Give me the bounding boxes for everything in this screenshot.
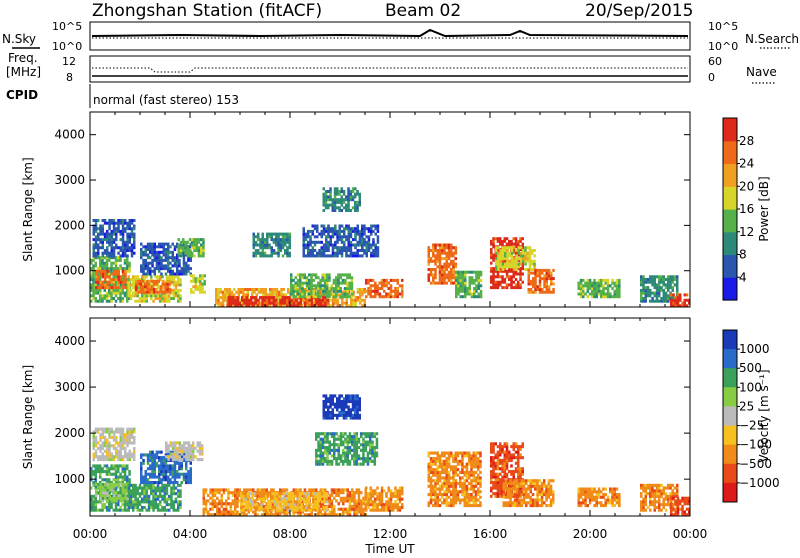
y-tick-label: 1000 — [54, 472, 85, 486]
data-region — [290, 273, 353, 298]
colorbar-tick-label: −1000 — [739, 476, 780, 490]
freq-label-1: Freq. — [8, 51, 38, 65]
data-region — [95, 483, 129, 503]
data-region — [495, 246, 536, 271]
colorbar-tick-label: 25 — [739, 399, 754, 413]
colorbar-tick-label: 4 — [739, 270, 747, 284]
data-region — [93, 219, 136, 257]
nave-top-tick: 60 — [708, 55, 722, 68]
data-region — [578, 488, 621, 508]
beam-label: Beam 02 — [385, 1, 461, 21]
freq-bottom-tick: 8 — [66, 71, 73, 84]
data-region — [323, 394, 362, 419]
colorbar-segment — [723, 277, 737, 300]
data-region — [253, 233, 292, 258]
data-region — [640, 275, 679, 302]
colorbar-segment — [723, 426, 737, 446]
freq-label-2: [MHz] — [6, 65, 41, 79]
data-region — [503, 479, 555, 507]
nave-trace — [92, 68, 688, 72]
colorbar-segment — [723, 464, 737, 484]
colorbar-label: Power [dB] — [757, 176, 771, 241]
data-region — [528, 269, 555, 294]
data-region — [93, 428, 136, 462]
nsky-bottom-tick: 10^0 — [52, 40, 82, 53]
data-region — [365, 487, 404, 512]
station-title: Zhongshan Station (fitACF) — [92, 1, 322, 21]
colorbar-tick-label: 1000 — [739, 342, 770, 356]
colorbar-segment — [723, 209, 737, 232]
nsearch-label: N.Search — [745, 32, 799, 46]
colorbar-tick-label: 24 — [739, 157, 754, 171]
x-tick-label: 00:00 — [673, 527, 708, 541]
freq-panel — [90, 56, 690, 82]
data-region — [455, 271, 482, 299]
freq-top-tick: 12 — [62, 55, 76, 68]
colorbar-tick-label: 8 — [739, 248, 747, 262]
colorbar-segment — [723, 255, 737, 278]
colorbar-segment — [723, 186, 737, 209]
cpid-label: CPID — [6, 88, 38, 102]
y-tick-label: 3000 — [54, 380, 85, 394]
nsearch-top-tick: 10^5 — [708, 20, 738, 33]
nsky-trace — [92, 30, 688, 36]
x-tick-label: 08:00 — [273, 527, 308, 541]
colorbar-segment — [723, 141, 737, 164]
y-tick-label: 2000 — [54, 426, 85, 440]
x-axis-label: Time UT — [364, 542, 415, 554]
nave-label: Nave — [746, 65, 777, 79]
colorbar-segment — [723, 483, 737, 503]
colorbar-tick-label: 28 — [739, 134, 754, 148]
colorbar-segment — [723, 232, 737, 255]
power-panel: 1000 2000 3000 4000 Slant Range [km] 4 8 12 16 20… — [21, 112, 771, 307]
nsky-label: N.Sky — [2, 32, 36, 46]
date-label: 20/Sep/2015 — [585, 1, 693, 21]
x-tick-label: 12:00 — [373, 527, 408, 541]
data-region — [178, 238, 205, 257]
x-tick-label: 04:00 — [173, 527, 208, 541]
colorbar-tick-label: 20 — [739, 179, 754, 193]
colorbar-label: Velocity [m s⁻¹] — [757, 369, 771, 462]
data-region — [323, 187, 362, 212]
colorbar-segment — [723, 330, 737, 350]
colorbar-segment — [723, 349, 737, 369]
y-tick-label: 2000 — [54, 218, 85, 232]
y-axis-label: Slant Range [km] — [21, 365, 35, 469]
colorbar-segment — [723, 387, 737, 407]
plot-frame — [90, 112, 690, 307]
y-tick-label: 3000 — [54, 173, 85, 187]
data-region — [365, 279, 404, 298]
y-axis-label: Slant Range [km] — [21, 157, 35, 261]
y-tick-label: 4000 — [54, 334, 85, 348]
data-region — [428, 452, 482, 508]
y-tick-label: 1000 — [54, 264, 85, 278]
x-tick-label: 00:00 — [73, 527, 108, 541]
colorbar-segment — [723, 164, 737, 187]
colorbar-tick-label: 12 — [739, 225, 754, 239]
x-tick-labels: 00:00 04:00 08:00 12:00 16:00 20:00 00:00 — [73, 527, 708, 541]
nave-bottom-tick: 0 — [708, 71, 715, 84]
colorbar-segment — [723, 445, 737, 465]
data-region — [578, 279, 621, 298]
data-region — [95, 270, 127, 289]
data-region — [315, 432, 378, 466]
data-region — [240, 492, 328, 512]
colorbar-tick-label: 16 — [739, 202, 754, 216]
colorbar-segment — [723, 118, 737, 141]
cpid-text: normal (fast stereo) 153 — [93, 93, 239, 107]
y-tick-label: 4000 — [54, 128, 85, 142]
nsearch-bottom-tick: 10^0 — [708, 40, 738, 53]
colorbar-segment — [723, 368, 737, 388]
data-region — [128, 484, 182, 512]
x-tick-label: 20:00 — [573, 527, 608, 541]
data-region — [428, 244, 458, 285]
x-tick-label: 16:00 — [473, 527, 508, 541]
data-region — [303, 225, 380, 258]
data-region — [190, 274, 206, 293]
nsky-top-tick: 10^5 — [52, 20, 82, 33]
colorbar-segment — [723, 406, 737, 426]
data-region — [670, 293, 691, 307]
